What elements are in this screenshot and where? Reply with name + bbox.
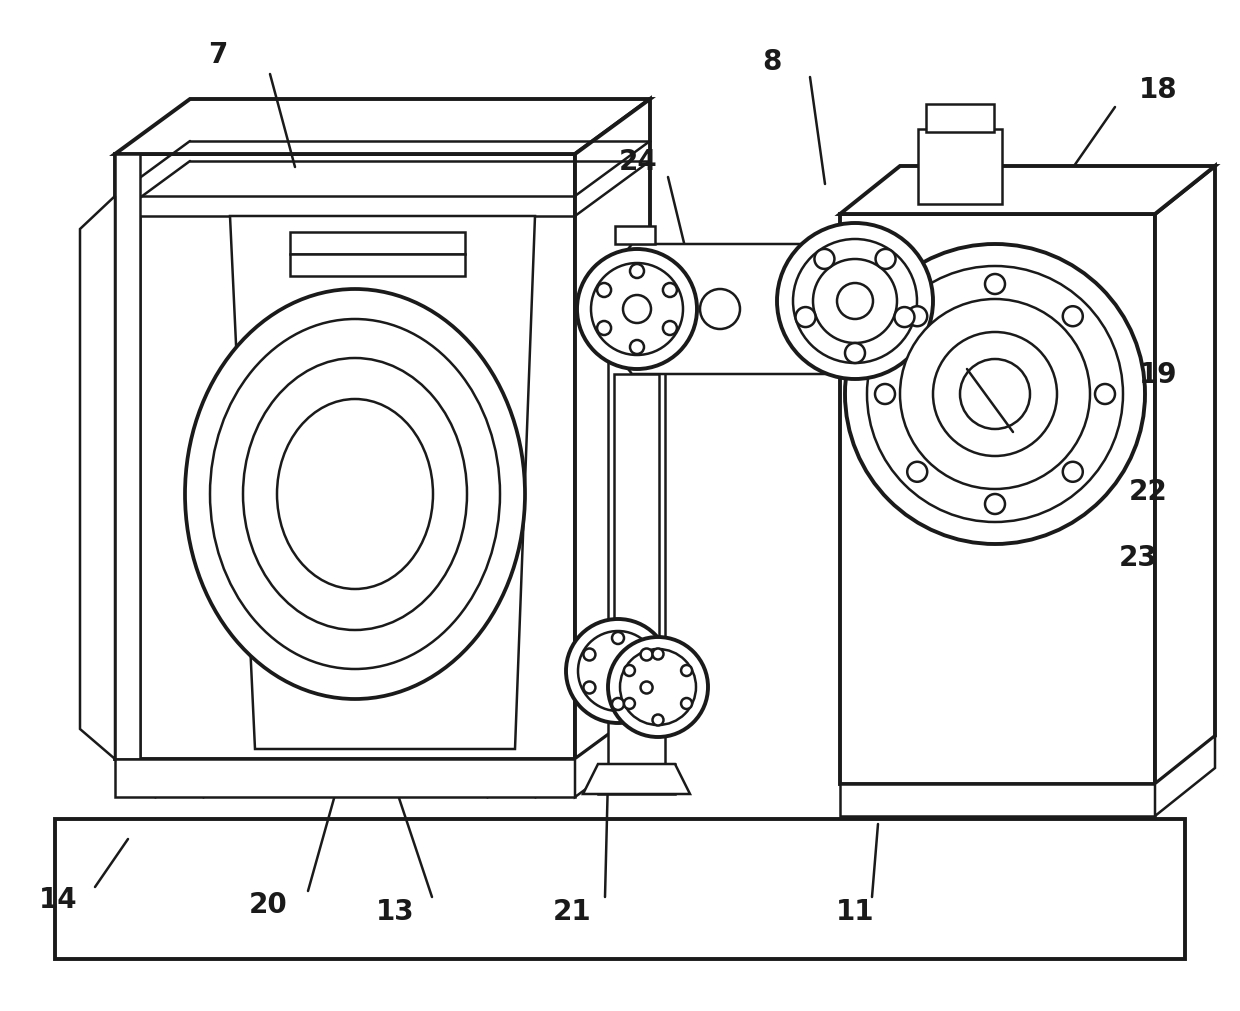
Circle shape [777, 223, 932, 379]
Circle shape [1095, 384, 1115, 404]
Text: 8: 8 [763, 48, 781, 76]
Polygon shape [605, 245, 835, 375]
Circle shape [813, 260, 897, 344]
Text: 22: 22 [1128, 477, 1167, 506]
Circle shape [608, 637, 708, 737]
Circle shape [584, 649, 595, 661]
Circle shape [932, 333, 1056, 457]
Circle shape [598, 284, 611, 297]
Polygon shape [81, 197, 115, 759]
Text: 18: 18 [1138, 76, 1177, 104]
Circle shape [796, 307, 816, 328]
Circle shape [565, 620, 670, 723]
Circle shape [794, 240, 918, 364]
Text: 13: 13 [376, 897, 414, 925]
Circle shape [960, 360, 1030, 430]
Circle shape [701, 290, 740, 330]
Ellipse shape [185, 290, 525, 700]
Bar [115, 155, 575, 759]
Polygon shape [615, 226, 655, 245]
Bar [839, 785, 1154, 816]
Circle shape [598, 321, 611, 336]
Bar [839, 214, 1154, 785]
Text: 20: 20 [249, 890, 288, 918]
Circle shape [577, 250, 697, 370]
Bar [926, 105, 994, 132]
Circle shape [641, 681, 652, 694]
Text: 11: 11 [836, 897, 874, 925]
Bar [290, 255, 465, 277]
Polygon shape [583, 764, 689, 795]
Circle shape [613, 632, 624, 644]
Bar [614, 375, 658, 639]
Bar [918, 129, 1002, 205]
Circle shape [875, 384, 895, 404]
Circle shape [894, 307, 914, 328]
Circle shape [900, 299, 1090, 489]
Circle shape [908, 307, 928, 327]
Circle shape [624, 665, 635, 676]
Circle shape [578, 632, 658, 712]
Bar [115, 759, 575, 798]
Polygon shape [115, 155, 140, 759]
Text: 19: 19 [1138, 361, 1177, 388]
Polygon shape [115, 100, 650, 155]
Circle shape [844, 245, 1145, 545]
Polygon shape [1154, 167, 1215, 785]
Circle shape [620, 649, 696, 725]
Text: 7: 7 [208, 41, 228, 69]
Circle shape [1063, 462, 1083, 482]
Bar [55, 819, 1185, 959]
Circle shape [815, 250, 835, 270]
Circle shape [985, 494, 1004, 515]
Polygon shape [229, 216, 534, 749]
Circle shape [875, 250, 895, 270]
Circle shape [624, 699, 635, 710]
Circle shape [613, 699, 624, 711]
Text: 21: 21 [553, 897, 591, 925]
Text: 14: 14 [38, 885, 77, 913]
Circle shape [681, 699, 692, 710]
Ellipse shape [277, 399, 433, 589]
Circle shape [908, 462, 928, 482]
Circle shape [630, 341, 644, 355]
Circle shape [985, 275, 1004, 295]
Circle shape [622, 295, 651, 324]
Circle shape [584, 681, 595, 694]
Bar [608, 260, 665, 764]
Polygon shape [575, 100, 650, 759]
Bar [290, 233, 465, 255]
Text: 24: 24 [619, 148, 657, 176]
Circle shape [681, 665, 692, 676]
Bar [598, 764, 675, 795]
Text: 23: 23 [1118, 544, 1157, 571]
Polygon shape [575, 705, 650, 798]
Circle shape [1063, 307, 1083, 327]
Ellipse shape [210, 319, 500, 669]
Circle shape [837, 284, 873, 319]
Circle shape [630, 265, 644, 279]
Circle shape [867, 267, 1123, 523]
Circle shape [652, 649, 663, 660]
Circle shape [591, 264, 683, 356]
Ellipse shape [243, 359, 467, 631]
Circle shape [652, 715, 663, 726]
Polygon shape [839, 167, 1215, 214]
Circle shape [663, 284, 677, 297]
Circle shape [844, 344, 866, 364]
Circle shape [641, 649, 652, 661]
Circle shape [663, 321, 677, 336]
Polygon shape [1154, 736, 1215, 816]
